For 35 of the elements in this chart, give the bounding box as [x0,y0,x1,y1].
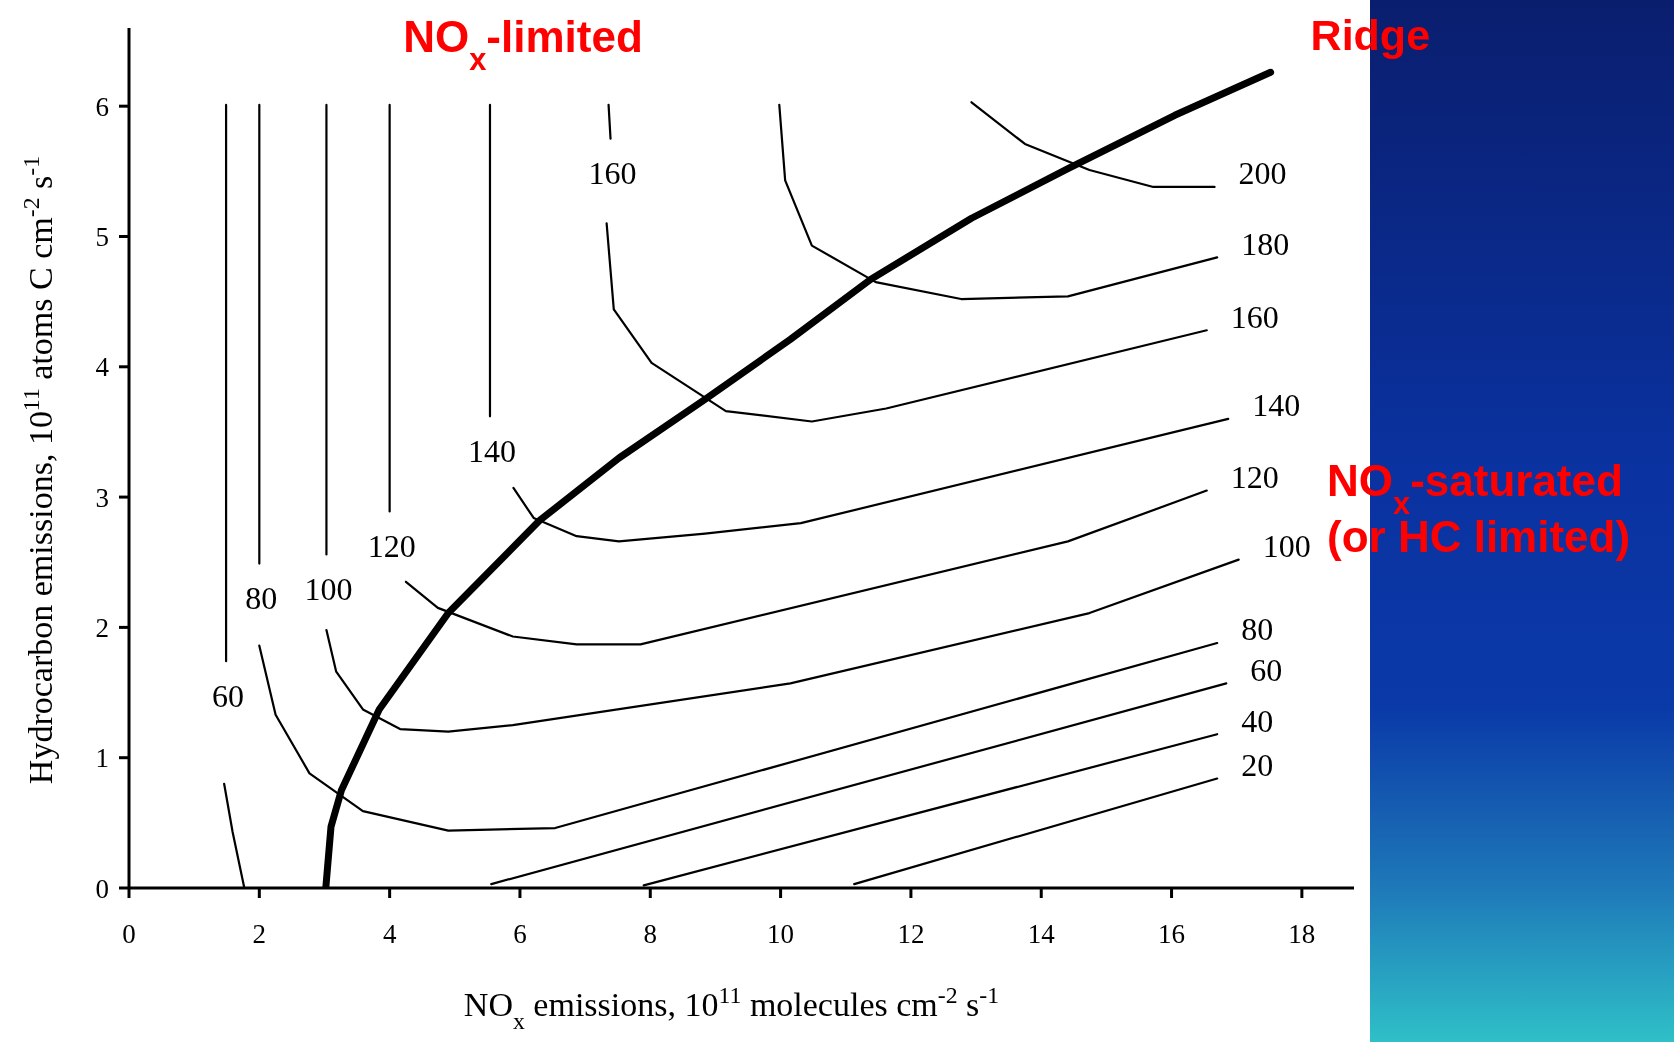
series-label: 60 [212,677,245,714]
series-label: 140 [1252,387,1301,424]
annotation: NO$_{x}$-limited [403,12,643,77]
y-tick-label: 5 [95,222,109,253]
series-label: 20 [1241,746,1274,783]
y-tick-label: 0 [95,873,109,904]
x-tick-label: 18 [1288,919,1316,950]
x-tick-label: 16 [1158,919,1186,950]
series-label: 120 [367,527,416,564]
series-label: 100 [1262,527,1311,564]
x-axis-title: NO$_{x}$ emissions, 10$^{11}$ molecules cm$^{-2}$ s$^{-1}$ [463,982,1000,1034]
series-label: 160 [588,155,637,192]
x-tick-label: 12 [897,919,925,950]
series-label: 140 [467,432,516,469]
series-label: 100 [304,570,353,607]
series-label: 80 [1241,611,1274,648]
y-tick-label: 1 [95,743,109,774]
x-tick-label: 2 [252,919,267,950]
x-tick-label: 8 [643,919,658,950]
y-tick-label: 6 [95,91,109,122]
series-label: 160 [1230,298,1279,335]
series-label: 80 [245,579,278,616]
x-tick-label: 4 [382,919,397,950]
y-tick-label: 3 [95,482,109,513]
series-label: 120 [1230,458,1279,495]
x-tick-label: 6 [513,919,527,950]
x-tick-label: 10 [767,919,795,950]
y-tick-label: 2 [95,612,109,643]
x-tick-label: 14 [1027,919,1056,950]
series-label: 40 [1241,702,1274,739]
series-label: 60 [1250,651,1283,688]
series-label: 180 [1241,225,1290,262]
y-tick-label: 4 [95,352,110,383]
x-tick-label: 0 [122,919,136,950]
series-label: 200 [1238,155,1287,192]
